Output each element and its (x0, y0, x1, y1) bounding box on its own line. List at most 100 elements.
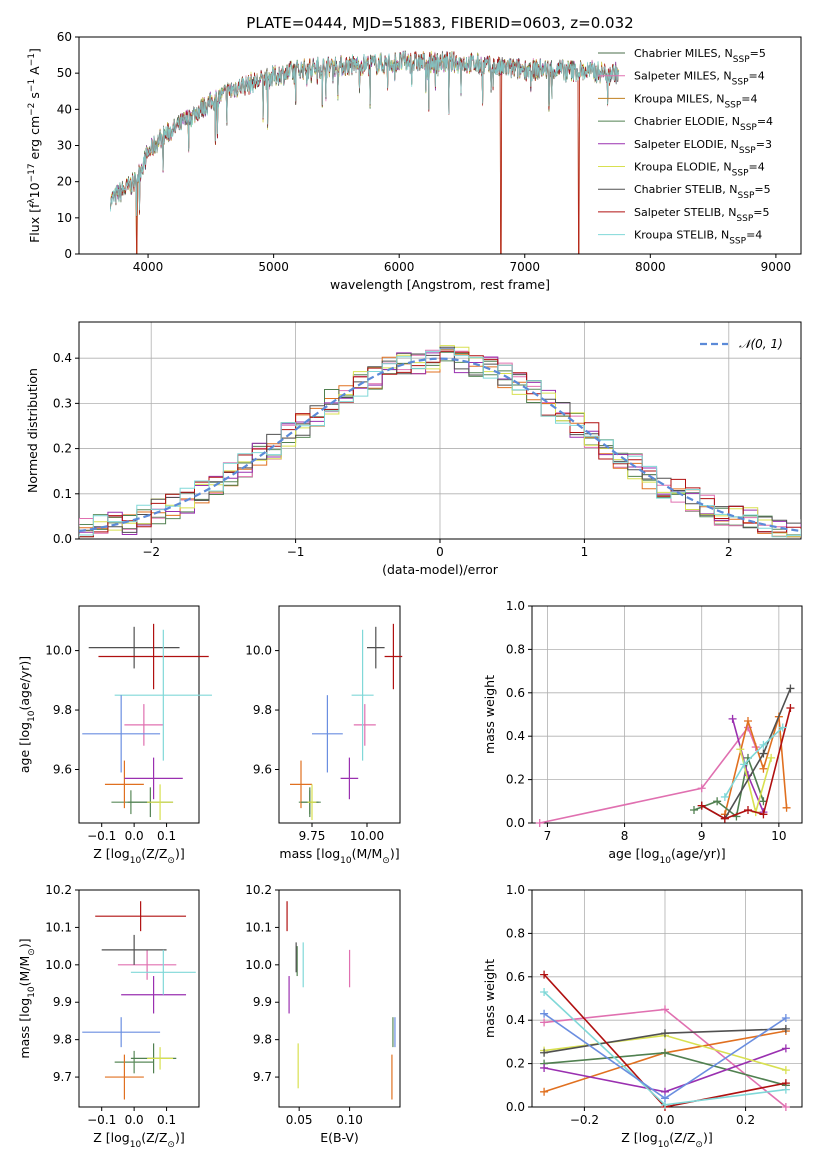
spectrum-line (110, 51, 620, 217)
weight-marker (690, 805, 698, 814)
y-tick-label: 0.6 (506, 686, 525, 700)
x-tick-label: 9.75 (299, 829, 326, 843)
weight-marker (767, 753, 776, 762)
error-bar-points (286, 901, 396, 1100)
weight-marker (781, 1085, 790, 1094)
axes-frame (278, 605, 401, 824)
weight-marker (660, 1094, 669, 1103)
y-tick-label: 9.8 (53, 1033, 72, 1047)
y-tick-label: 9.6 (53, 762, 72, 776)
data-point (351, 629, 374, 761)
y-tick-label: 10 (57, 211, 72, 225)
y-tick-label: 50 (57, 66, 72, 80)
data-point (147, 1047, 174, 1070)
weight-marker (781, 1014, 790, 1023)
y-tick-label: 0.0 (53, 532, 72, 546)
x-tick-label: 1 (581, 545, 589, 559)
weight-marker (781, 1103, 790, 1111)
legend-entry: Kroupa ELODIE, NSSP=4 (634, 161, 765, 179)
weight-marker (540, 987, 549, 996)
x-tick-label: 8 (621, 829, 629, 843)
y-tick-label: 1.0 (506, 599, 525, 613)
y-tick-label: 30 (57, 139, 72, 153)
y-tick-label: 0.0 (506, 1100, 525, 1114)
data-point (88, 626, 180, 669)
weight-marker (740, 760, 749, 769)
legend-entry: Salpeter ELODIE, NSSP=3 (634, 138, 772, 156)
data-point (367, 626, 385, 669)
weight-marker (759, 740, 768, 749)
x-tick-label: 2 (725, 545, 733, 559)
spectrum-plot: 4000 5000 6000 7000 8000 9000 0 10 20 30 40 50 60 PLA… (27, 14, 802, 292)
weight-marker (540, 1048, 549, 1057)
legend-entry: Salpeter STELIB, NSSP=5 (634, 206, 770, 224)
y-tick-label: 9.6 (253, 762, 272, 776)
x-tick-label: 0.05 (286, 1113, 313, 1127)
weight-line (724, 726, 784, 798)
x-tick-label: 7 (544, 829, 552, 843)
weight-line (539, 725, 757, 824)
data-point (114, 1050, 154, 1074)
weight-marker (786, 684, 795, 693)
legend-entry: Kroupa MILES, NSSP=4 (634, 92, 758, 110)
data-point (95, 901, 187, 932)
axes-frame (531, 605, 803, 824)
normal-curve (79, 357, 801, 533)
weight-marker (759, 749, 768, 758)
x-axis-label: Z [log10(Z/Z⊙)] (93, 1130, 184, 1150)
data-point (130, 949, 196, 995)
weight-marker (720, 814, 729, 823)
weight-marker (781, 1024, 790, 1033)
y-tick-label: 0.4 (506, 1013, 525, 1027)
weight-vs-age-plot: 7 8 9 10 0.0 0.2 0.4 0.6 0.8 1.0 age [log10(age/yr… (482, 599, 803, 866)
y-tick-label: 10.1 (45, 920, 72, 934)
weight-marker (744, 805, 752, 814)
x-axis-label: Z [log10(Z/Z⊙)] (621, 1130, 712, 1150)
x-tick-label: 0.0 (125, 1113, 144, 1127)
x-tick-label: 0.1 (157, 829, 176, 843)
axes-frame (78, 36, 802, 255)
y-tick-label: 0.2 (506, 1057, 525, 1071)
weight-marker (759, 810, 768, 819)
x-axis-label: age [log10(age/yr)] (608, 846, 725, 866)
weight-marker (778, 723, 787, 732)
weight-marker (660, 1029, 669, 1038)
y-tick-label: 10.2 (45, 883, 72, 897)
weight-marker (540, 1087, 549, 1096)
error-bar-points (82, 623, 212, 821)
x-tick-label: −1 (287, 545, 305, 559)
spectrum-legend: Chabrier MILES, NSSP=5 Salpeter MILES, NS… (598, 47, 773, 247)
x-tick-label: 10 (771, 829, 786, 843)
axes-frame (78, 605, 200, 824)
y-tick-label: 9.9 (53, 995, 72, 1009)
weight-marker (540, 1009, 549, 1018)
y-axis-label: mass weight (482, 675, 497, 754)
spectrum-series (110, 50, 620, 254)
axes-frame (278, 889, 401, 1108)
x-tick-label: 0.10 (336, 1113, 363, 1127)
data-point (82, 695, 161, 773)
x-tick-label: 0.2 (736, 1113, 755, 1127)
weight-marker (720, 792, 729, 801)
x-tick-label: −0.1 (87, 829, 116, 843)
weight-marker (781, 1066, 790, 1075)
x-tick-label: −0.2 (570, 1113, 599, 1127)
weight-marker (697, 801, 706, 810)
weight-marker (540, 1018, 549, 1027)
y-axis-label: age [log10(age/yr)] (17, 656, 37, 773)
weight-marker (728, 714, 737, 723)
weight-marker (759, 764, 768, 773)
y-tick-label: 10.0 (245, 644, 272, 658)
data-point (104, 760, 144, 809)
chart-title: PLATE=0444, MJD=51883, FIBERID=0603, z=0… (246, 14, 633, 32)
y-tick-label: 0.2 (506, 773, 525, 787)
y-axis-label: mass [log10(M/M⊙)] (17, 938, 37, 1058)
x-tick-label: 8000 (635, 260, 666, 274)
y-tick-label: 10.1 (245, 920, 272, 934)
data-point (114, 629, 212, 761)
weight-marker (540, 1063, 549, 1072)
residual-histogram: −2 −1 0 1 2 0.0 0.1 0.2 0.3 0.4 𝒩(0, 1) (data-model… (25, 321, 802, 577)
legend-entry: Chabrier ELODIE, NSSP=4 (634, 115, 773, 133)
weight-marker (786, 703, 795, 712)
x-tick-label: 4000 (133, 260, 164, 274)
